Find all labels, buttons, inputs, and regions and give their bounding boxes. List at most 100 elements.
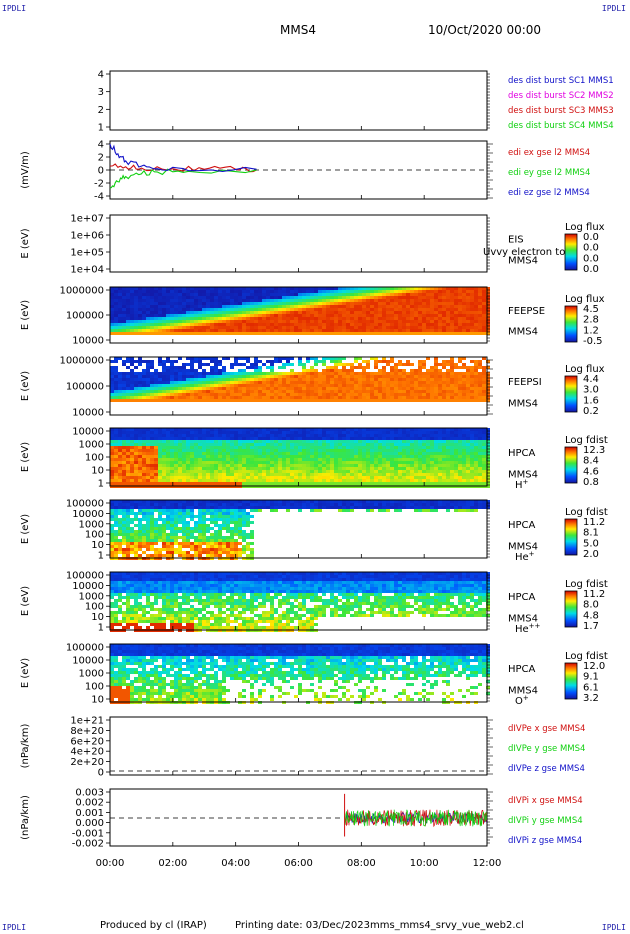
- spectrogram-cell: [406, 290, 410, 293]
- spectrogram-cell: [238, 476, 242, 479]
- spectrogram-cell: [258, 287, 262, 290]
- spectrogram-cell: [154, 449, 158, 452]
- spectrogram-cell: [446, 452, 450, 455]
- spectrogram-cell: [198, 396, 202, 399]
- spectrogram-cell: [446, 320, 450, 323]
- spectrogram-cell: [218, 473, 222, 476]
- spectrogram-cell: [246, 470, 250, 473]
- spectrogram-cell: [362, 320, 366, 323]
- spectrogram-cell: [186, 375, 190, 378]
- spectrogram-cell: [142, 296, 146, 299]
- spectrogram-cell: [290, 449, 294, 452]
- spectrogram-cell: [314, 308, 318, 311]
- spectrogram-cell: [430, 476, 434, 479]
- spectrogram-cell: [414, 458, 418, 461]
- spectrogram-cell: [430, 461, 434, 464]
- spectrogram-cell: [350, 375, 354, 378]
- spectrogram-cell: [466, 299, 470, 302]
- spectrogram-cell: [114, 390, 118, 393]
- spectrogram-cell: [202, 290, 206, 293]
- spectrogram-cell: [346, 384, 350, 387]
- spectrogram-cell: [138, 372, 142, 375]
- spectrogram-cell: [406, 308, 410, 311]
- spectrogram-cell: [458, 314, 462, 317]
- spectrogram-cell: [294, 372, 298, 375]
- spectrogram-cell: [254, 357, 258, 360]
- spectrogram-cell: [442, 464, 446, 467]
- spectrogram-cell: [474, 458, 478, 461]
- spectrogram-cell: [266, 314, 270, 317]
- spectrogram-cell: [162, 323, 166, 326]
- spectrogram-cell: [198, 378, 202, 381]
- spectrogram-cell: [214, 296, 218, 299]
- spectrogram-cell: [190, 381, 194, 384]
- spectrogram-cell: [226, 458, 230, 461]
- spectrogram-cell: [222, 308, 226, 311]
- spectrogram-cell: [134, 482, 138, 485]
- spectrogram-cell: [202, 396, 206, 399]
- spectrogram-cell: [166, 449, 170, 452]
- spectrogram-cell: [250, 476, 254, 479]
- spectrogram-cell: [130, 431, 134, 434]
- spectrogram-cell: [394, 302, 398, 305]
- spectrogram-cell: [402, 317, 406, 320]
- spectrogram-cell: [298, 461, 302, 464]
- spectrogram-cell: [290, 290, 294, 293]
- spectrogram-cell: [270, 393, 274, 396]
- spectrogram-cell: [386, 449, 390, 452]
- spectrogram-cell: [186, 326, 190, 329]
- spectrogram-cell: [450, 434, 454, 437]
- spectrogram-cell: [174, 302, 178, 305]
- spectrogram-cell: [442, 428, 446, 431]
- spectrogram-cell: [378, 381, 382, 384]
- spectrogram-cell: [118, 290, 122, 293]
- spectrogram-cell: [146, 299, 150, 302]
- spectrogram-cell: [430, 326, 434, 329]
- spectrogram-cell: [354, 357, 358, 360]
- spectrogram-cell: [170, 431, 174, 434]
- spectrogram-cell: [422, 320, 426, 323]
- spectrogram-cell: [270, 396, 274, 399]
- spectrogram-cell: [278, 464, 282, 467]
- spectrogram-cell: [362, 299, 366, 302]
- spectrogram-cell: [182, 375, 186, 378]
- spectrogram-cell: [206, 375, 210, 378]
- spectrogram-cell: [426, 437, 430, 440]
- spectrogram-cell: [446, 311, 450, 314]
- spectrogram-cell: [110, 428, 114, 431]
- spectrogram-cell: [326, 305, 330, 308]
- spectrogram-cell: [386, 287, 390, 290]
- spectrogram-cell: [414, 290, 418, 293]
- spectrogram-cell: [138, 446, 142, 449]
- spectrogram-cell: [306, 458, 310, 461]
- spectrogram-cell: [338, 308, 342, 311]
- spectrogram-cell: [306, 390, 310, 393]
- spectrogram-cell: [254, 452, 258, 455]
- spectrogram-cell: [270, 440, 274, 443]
- spectrogram-cell: [226, 311, 230, 314]
- spectrogram-cell: [246, 299, 250, 302]
- spectrogram-cell: [458, 482, 462, 485]
- spectrogram-cell: [454, 446, 458, 449]
- spectrogram-cell: [266, 320, 270, 323]
- spectrogram-cell: [290, 372, 294, 375]
- spectrogram-cell: [302, 293, 306, 296]
- spectrogram-cell: [254, 378, 258, 381]
- spectrogram-cell: [438, 314, 442, 317]
- spectrogram-cell: [394, 308, 398, 311]
- spectrogram-cell: [426, 446, 430, 449]
- spectrogram-cell: [130, 479, 134, 482]
- spectrogram-cell: [350, 381, 354, 384]
- spectrogram-cell: [342, 479, 346, 482]
- spectrogram-cell: [382, 464, 386, 467]
- spectrogram-cell: [370, 464, 374, 467]
- spectrogram-cell: [442, 384, 446, 387]
- spectrogram-cell: [274, 390, 278, 393]
- spectrogram-cell: [478, 323, 482, 326]
- spectrogram-cell: [238, 302, 242, 305]
- spectrogram-cell: [330, 470, 334, 473]
- spectrogram-cell: [330, 452, 334, 455]
- spectrogram-cell: [286, 434, 290, 437]
- spectrogram-cell: [386, 482, 390, 485]
- spectrogram-cell: [354, 467, 358, 470]
